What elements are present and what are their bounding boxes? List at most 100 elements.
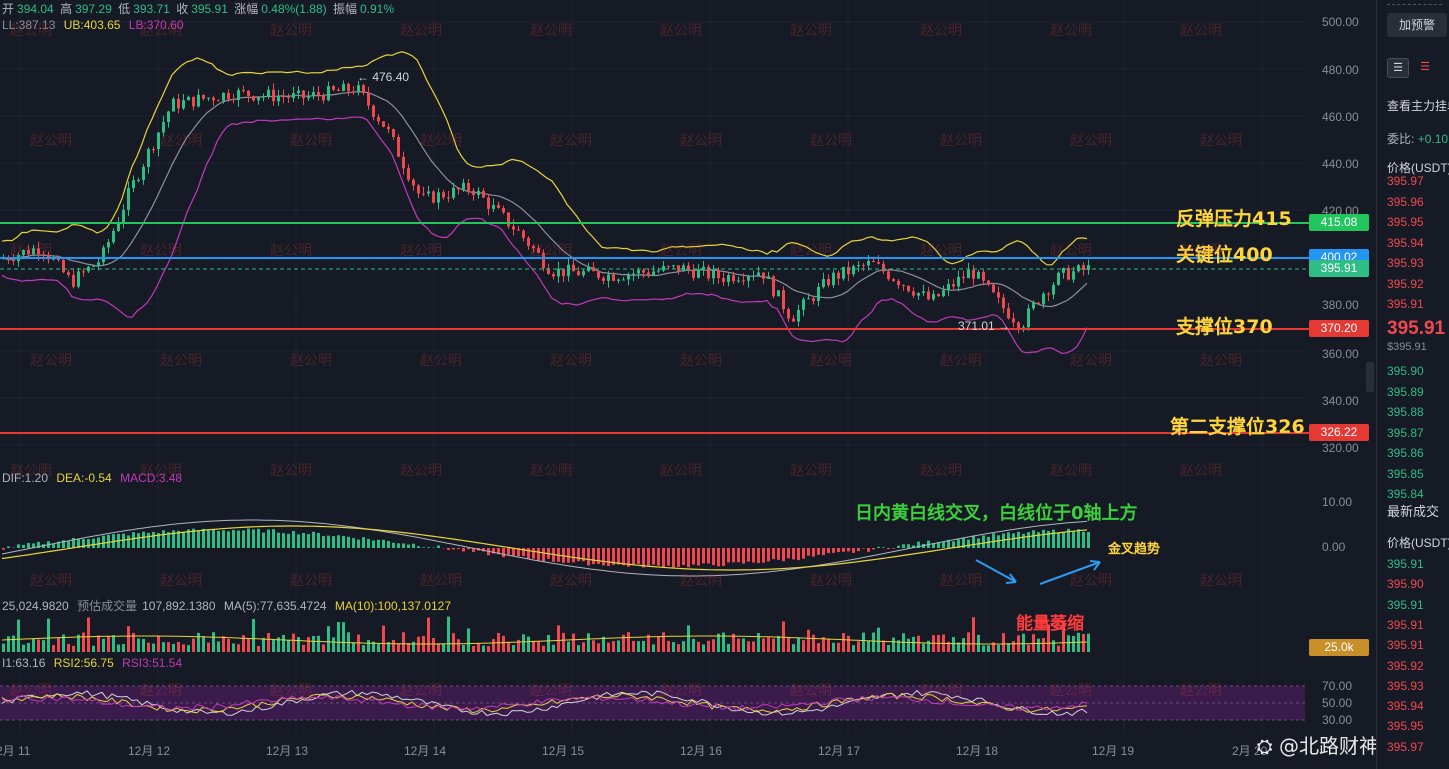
volume-bar [857, 641, 860, 652]
macd-bar [722, 548, 725, 566]
support2-price-tag: 326.22 [1309, 424, 1369, 441]
volume-bar [822, 637, 825, 652]
orderbook-price-header: 价格(USDT) [1387, 161, 1449, 175]
bid-price-row[interactable]: 395.87 [1387, 425, 1424, 440]
candle-body [232, 99, 235, 101]
orderbook-view-icon[interactable]: ☰ [1387, 58, 1409, 78]
macd-bar [7, 546, 10, 548]
volume-bar [982, 645, 985, 652]
candle-body [427, 191, 430, 194]
macd-bar [427, 547, 430, 548]
candle-body [637, 270, 640, 274]
macd-bar [1087, 532, 1090, 548]
bid-price-row[interactable]: 395.86 [1387, 446, 1424, 460]
macd-bar [17, 544, 20, 548]
macd-bar [87, 539, 90, 548]
candle-body [877, 262, 880, 264]
candle-body [247, 90, 250, 97]
volume-bar [1007, 643, 1010, 652]
ask-price-row[interactable]: 395.95 [1387, 215, 1424, 229]
macd-bar [1012, 533, 1015, 548]
volume-bar [772, 638, 775, 652]
price-chart[interactable] [0, 0, 1372, 769]
volume-bar [57, 637, 60, 652]
volume-bar [572, 633, 575, 652]
candle-body [1052, 284, 1055, 295]
candle-body [937, 293, 940, 297]
macd-bar [577, 548, 580, 562]
macd-bar [522, 548, 525, 557]
candle-body [92, 265, 95, 267]
macd-bar [567, 548, 570, 563]
macd-bar [982, 535, 985, 548]
candle-body [1067, 268, 1070, 280]
volume-bar [137, 638, 140, 652]
macd-bar [452, 548, 455, 550]
volume-bar [182, 644, 185, 652]
volume-bar [47, 618, 50, 652]
candle-body [487, 197, 490, 209]
volume-bar [1027, 644, 1030, 652]
ask-price-row[interactable]: 395.97 [1387, 174, 1424, 188]
volume-bar [487, 645, 490, 652]
candle-body [782, 290, 785, 310]
candle-body [392, 129, 395, 138]
bid-price-row[interactable]: 395.84 [1387, 487, 1424, 501]
ohlc-header: 开 394.04 高 397.29 低 393.71 收 395.91 涨幅 0.48%(… [2, 2, 395, 16]
candle-body [1002, 297, 1005, 309]
ask-price-row[interactable]: 395.96 [1387, 194, 1424, 209]
volume-bar [867, 640, 870, 652]
boll-legend: LL:387.13 UB:403.65 LB:370.60 [2, 18, 184, 32]
candle-body [722, 278, 725, 282]
volume-bar [62, 634, 65, 652]
macd-bar [762, 548, 765, 563]
bid-price-row[interactable]: 395.89 [1387, 384, 1424, 399]
volume-bar [922, 643, 925, 652]
bid-price-row[interactable]: 395.90 [1387, 364, 1424, 378]
candle-body [407, 168, 410, 180]
macd-bar [607, 548, 610, 567]
bid-price-row[interactable]: 395.88 [1387, 405, 1424, 419]
volume-bar [352, 642, 355, 652]
volume-bar [552, 644, 555, 652]
candle-body [857, 265, 860, 267]
add-alert-button[interactable]: 加预警 [1387, 13, 1447, 37]
panel-toggle-handle[interactable] [1366, 362, 1374, 392]
candle-body [852, 266, 855, 275]
view-main-orders-link[interactable]: 查看主力挂单 [1387, 99, 1449, 113]
volume-bar [652, 644, 655, 652]
macd-bar [992, 533, 995, 548]
volume-bar [757, 633, 760, 652]
ask-price-row[interactable]: 395.92 [1387, 276, 1424, 291]
bid-price-row[interactable]: 395.85 [1387, 466, 1424, 481]
macd-bar [197, 530, 200, 548]
candle-body [492, 204, 495, 209]
macd-bar [957, 539, 960, 548]
macd-bar [527, 548, 530, 559]
asks-view-icon[interactable]: ☰ [1420, 61, 1430, 73]
volume-bar [672, 642, 675, 652]
price-axis-tick: 380.00 [1322, 298, 1359, 312]
ask-price-row[interactable]: 395.91 [1387, 297, 1424, 311]
volume-bar [662, 632, 665, 652]
candle-body [22, 249, 25, 255]
candle-body [82, 271, 85, 273]
volume-panel [1, 616, 1090, 652]
macd-bar [597, 548, 600, 564]
candle-body [257, 97, 260, 101]
ask-price-row[interactable]: 395.93 [1387, 256, 1424, 270]
volume-bar [332, 637, 335, 652]
volume-bar [1022, 633, 1025, 652]
candle-body [287, 97, 290, 99]
candle-body [922, 291, 925, 293]
candle-body [212, 97, 215, 101]
ask-price-row[interactable]: 395.94 [1387, 235, 1424, 250]
rsi-panel [0, 685, 1305, 721]
candle-body [207, 97, 210, 99]
up-trend-arrow [1039, 560, 1101, 585]
volume-bar [472, 645, 475, 652]
candle-body [882, 263, 885, 272]
candle-body [142, 166, 145, 180]
macd-bar [492, 548, 495, 554]
trend-arrows [975, 559, 1101, 585]
